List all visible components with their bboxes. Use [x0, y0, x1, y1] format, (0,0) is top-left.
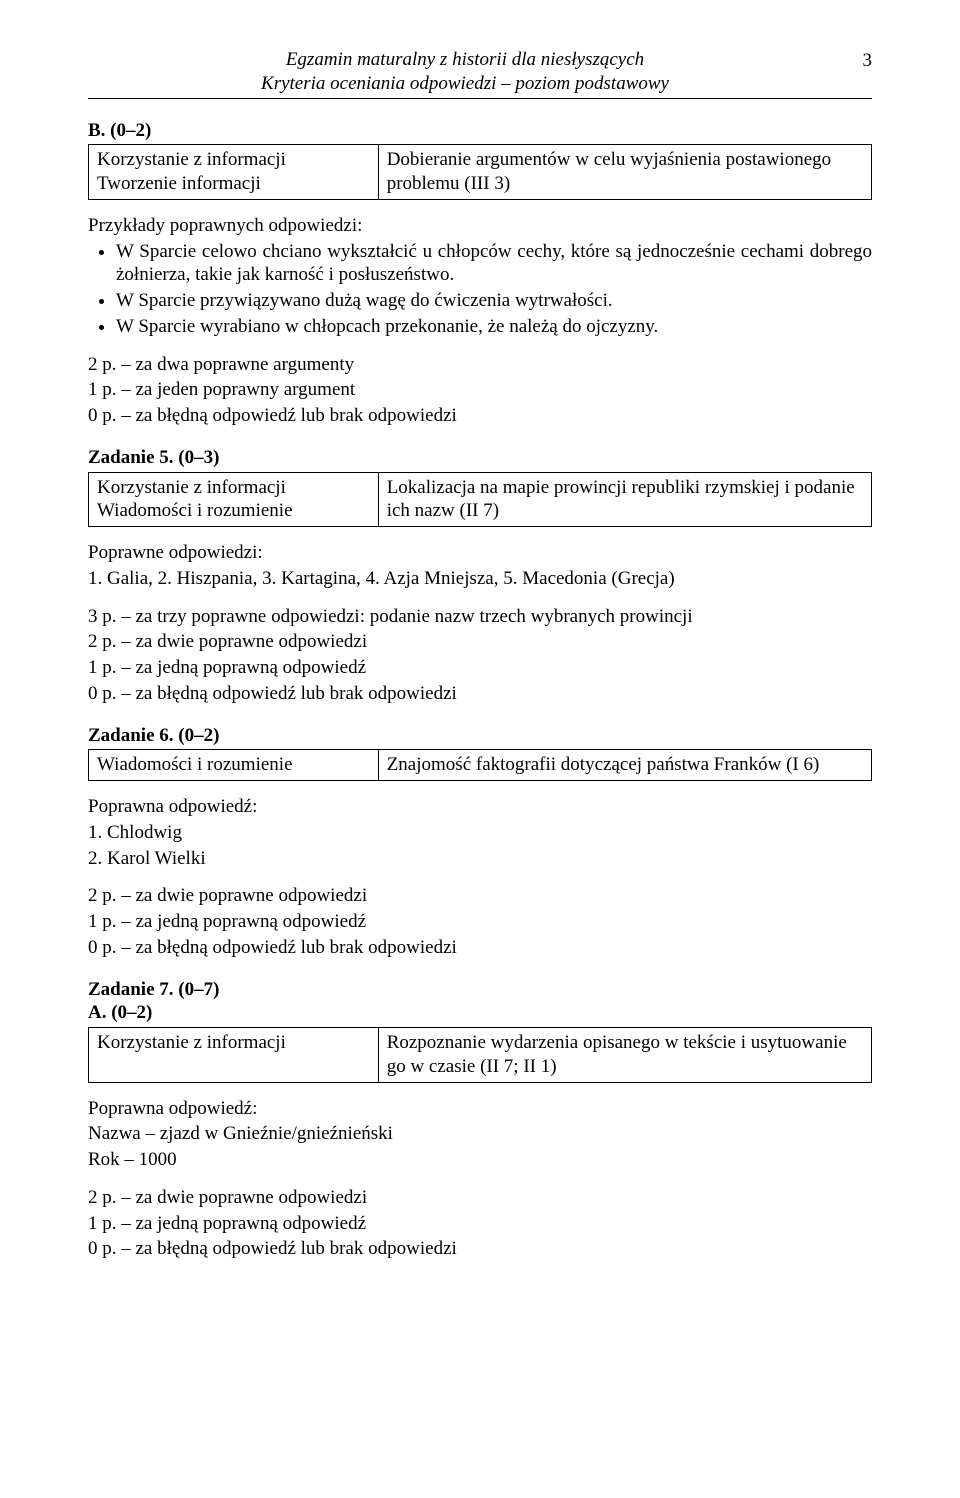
spec-5-left: Korzystanie z informacji Wiadomości i ro… [89, 472, 379, 527]
score-line: 2 p. – za dwie poprawne odpowiedzi [88, 1186, 872, 1210]
score-line: 3 p. – za trzy poprawne odpowiedzi: poda… [88, 605, 872, 629]
section-b-label: B. (0–2) [88, 119, 872, 143]
answer-item: 2. Karol Wielki [88, 847, 872, 871]
page-header: Egzamin maturalny z historii dla niesłys… [88, 48, 872, 99]
section-b-scoring: 2 p. – za dwa poprawne argumenty 1 p. – … [88, 353, 872, 428]
answer-item: Rok – 1000 [88, 1148, 872, 1172]
spec-7-right: Rozpoznanie wydarzenia opisanego w tekśc… [378, 1028, 871, 1083]
spec-b-right: Dobieranie argumentów w celu wyjaśnienia… [378, 145, 871, 200]
answer-item: Nazwa – zjazd w Gnieźnie/gnieźnieński [88, 1122, 872, 1146]
zadanie-7-title: Zadanie 7. (0–7) [88, 978, 872, 1002]
spec-7-left: Korzystanie z informacji [89, 1028, 379, 1083]
spec-b-left-line2: Tworzenie informacji [97, 173, 261, 194]
zadanie-7-spec-table: Korzystanie z informacji Rozpoznanie wyd… [88, 1027, 872, 1083]
header-title-block: Egzamin maturalny z historii dla niesłys… [88, 48, 842, 96]
answers-list: 1. Galia, 2. Hiszpania, 3. Kartagina, 4.… [88, 567, 872, 591]
score-line: 0 p. – za błędną odpowiedź lub brak odpo… [88, 404, 872, 428]
zadanie-5-spec-table: Korzystanie z informacji Wiadomości i ro… [88, 472, 872, 528]
score-line: 2 p. – za dwa poprawne argumenty [88, 353, 872, 377]
zadanie-7-part-a: A. (0–2) [88, 1001, 872, 1025]
score-line: 0 p. – za błędną odpowiedź lub brak odpo… [88, 682, 872, 706]
answers-heading: Poprawna odpowiedź: [88, 795, 872, 819]
spec-5-left-line1: Korzystanie z informacji [97, 477, 286, 498]
spec-b-left: Korzystanie z informacji Tworzenie infor… [89, 145, 379, 200]
answers-heading: Poprawna odpowiedź: [88, 1097, 872, 1121]
score-line: 2 p. – za dwie poprawne odpowiedzi [88, 884, 872, 908]
score-line: 1 p. – za jedną poprawną odpowiedź [88, 910, 872, 934]
zadanie-6-title: Zadanie 6. (0–2) [88, 724, 872, 748]
bullet-item: W Sparcie wyrabiano w chłopcach przekona… [116, 315, 872, 339]
zadanie-5-scoring: 3 p. – za trzy poprawne odpowiedzi: poda… [88, 605, 872, 706]
zadanie-6-spec-table: Wiadomości i rozumienie Znajomość faktog… [88, 749, 872, 781]
score-line: 1 p. – za jedną poprawną odpowiedź [88, 1212, 872, 1236]
zadanie-5-title: Zadanie 5. (0–3) [88, 446, 872, 470]
bullet-item: W Sparcie celowo chciano wykształcić u c… [116, 240, 872, 288]
score-line: 0 p. – za błędną odpowiedź lub brak odpo… [88, 1237, 872, 1261]
header-line-2: Kryteria oceniania odpowiedzi – poziom p… [88, 72, 842, 96]
spec-5-left-line2: Wiadomości i rozumienie [97, 500, 293, 521]
zadanie-7-scoring: 2 p. – za dwie poprawne odpowiedzi 1 p. … [88, 1186, 872, 1261]
section-b-examples-heading: Przykłady poprawnych odpowiedzi: [88, 214, 872, 238]
answers-heading: Poprawne odpowiedzi: [88, 541, 872, 565]
answer-item: 1. Chlodwig [88, 821, 872, 845]
zadanie-6-scoring: 2 p. – za dwie poprawne odpowiedzi 1 p. … [88, 884, 872, 959]
bullet-item: W Sparcie przywiązywano dużą wagę do ćwi… [116, 289, 872, 313]
section-b-spec-table: Korzystanie z informacji Tworzenie infor… [88, 144, 872, 200]
spec-6-left: Wiadomości i rozumienie [89, 750, 379, 781]
score-line: 2 p. – za dwie poprawne odpowiedzi [88, 630, 872, 654]
score-line: 1 p. – za jeden poprawny argument [88, 378, 872, 402]
score-line: 0 p. – za błędną odpowiedź lub brak odpo… [88, 936, 872, 960]
spec-b-left-line1: Korzystanie z informacji [97, 149, 286, 170]
page-number: 3 [842, 48, 872, 73]
section-b-bullet-list: W Sparcie celowo chciano wykształcić u c… [88, 240, 872, 339]
spec-5-right: Lokalizacja na mapie prowincji republiki… [378, 472, 871, 527]
spec-6-right: Znajomość faktografii dotyczącej państwa… [378, 750, 871, 781]
zadanie-5-answers: Poprawne odpowiedzi: 1. Galia, 2. Hiszpa… [88, 541, 872, 591]
zadanie-7-answers: Poprawna odpowiedź: Nazwa – zjazd w Gnie… [88, 1097, 872, 1172]
zadanie-6-answers: Poprawna odpowiedź: 1. Chlodwig 2. Karol… [88, 795, 872, 870]
score-line: 1 p. – za jedną poprawną odpowiedź [88, 656, 872, 680]
header-line-1: Egzamin maturalny z historii dla niesłys… [88, 48, 842, 72]
